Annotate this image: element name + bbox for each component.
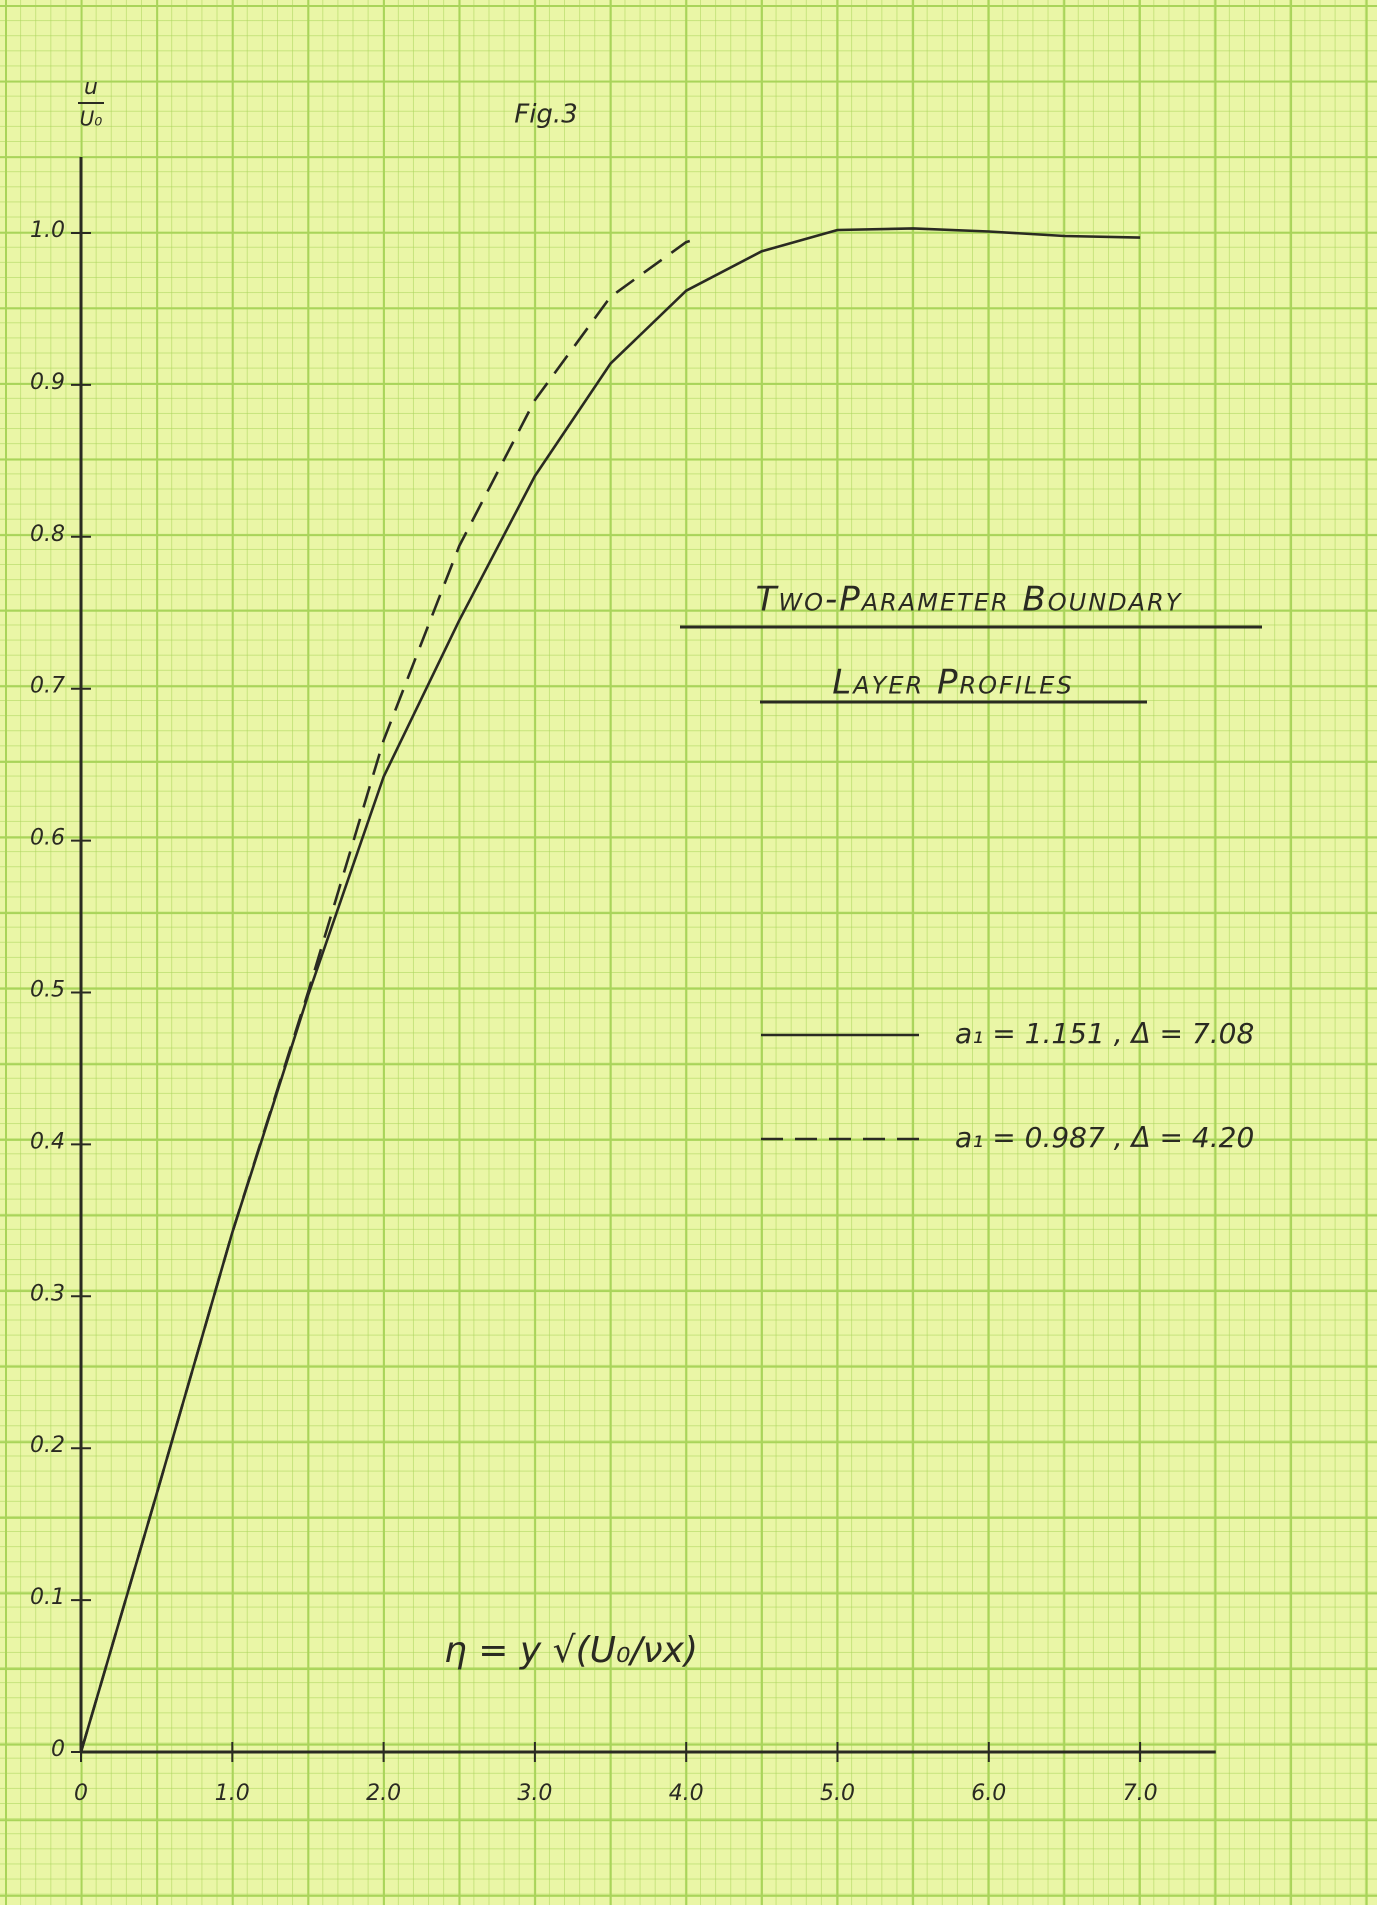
x-tick-label: 7.0: [1123, 1781, 1158, 1806]
y-tick-label: 0.6: [30, 826, 65, 851]
x-tick-label: 0: [74, 1781, 88, 1806]
y-tick-label: 0.7: [30, 674, 65, 699]
x-tick-label: 5.0: [820, 1781, 855, 1806]
x-tick-label: 2.0: [366, 1781, 401, 1806]
chart-title: Two-Parameter Boundary: [756, 580, 1183, 620]
chart: Fig.3 u U₀ Two-Parameter Boundary Layer …: [0, 0, 1377, 1905]
y-tick-label: 0.9: [30, 370, 65, 395]
x-tick-label: 1.0: [215, 1781, 250, 1806]
y-tick-label: 0.5: [30, 978, 65, 1003]
legend-label: a₁ = 1.151 , Δ = 7.08: [955, 1017, 1254, 1050]
x-tick-label: 6.0: [971, 1781, 1006, 1806]
y-tick-label: 0.8: [30, 522, 65, 547]
series-line: [81, 228, 1140, 1752]
y-tick-label: 0.1: [30, 1585, 65, 1610]
y-label-numerator: u: [84, 75, 98, 100]
x-tick-label: 3.0: [517, 1781, 552, 1806]
y-tick-label: 0.3: [30, 1281, 65, 1306]
y-tick-label: 1.0: [30, 218, 65, 243]
y-tick-label: 0.2: [30, 1433, 65, 1458]
y-label-denominator: U₀: [80, 107, 103, 131]
legend-label: a₁ = 0.987 , Δ = 4.20: [955, 1121, 1254, 1154]
chart-title: Layer Profiles: [832, 663, 1073, 703]
figure-label: Fig.3: [514, 100, 578, 130]
y-tick-label: 0: [51, 1737, 65, 1762]
page: Fig.3 u U₀ Two-Parameter Boundary Layer …: [0, 0, 1377, 1905]
x-label: η = y √(U₀/νx): [444, 1630, 698, 1671]
series-line: [81, 238, 701, 1752]
y-tick-label: 0.4: [30, 1129, 65, 1154]
x-tick-label: 4.0: [669, 1781, 704, 1806]
